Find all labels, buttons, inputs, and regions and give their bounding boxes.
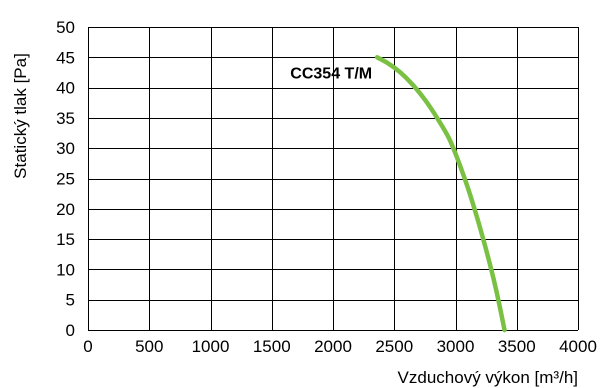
y-tick-label: 40 [56, 79, 75, 98]
y-tick-label: 45 [56, 48, 75, 67]
tick-labels: 0 500 1000 1500 2000 2500 3000 3500 4000 0 5 10 15 20… [56, 18, 597, 356]
y-tick-label: 30 [56, 139, 75, 158]
y-tick-label: 15 [56, 230, 75, 249]
x-tick-label: 500 [135, 337, 163, 356]
x-tick-label: 1500 [253, 337, 291, 356]
y-tick-label: 25 [56, 170, 75, 189]
series-line [374, 55, 507, 333]
x-tick-label: 0 [83, 337, 92, 356]
x-tick-label: 4000 [559, 337, 597, 356]
x-tick-label: 3500 [498, 337, 536, 356]
x-axis-title: Vzduchový výkon [m³/h] [398, 368, 578, 387]
y-tick-label: 0 [66, 321, 75, 340]
x-tick-label: 2000 [314, 337, 352, 356]
series-layer: CC354 T/M [290, 55, 507, 333]
series-label: CC354 T/M [290, 65, 372, 82]
y-tick-label: 35 [56, 109, 75, 128]
x-tick-label: 2500 [375, 337, 413, 356]
y-tick-label: 10 [56, 260, 75, 279]
y-tick-label: 50 [56, 18, 75, 37]
y-tick-label: 5 [66, 291, 75, 310]
x-tick-label: 1000 [192, 337, 230, 356]
x-tick-label: 3000 [437, 337, 475, 356]
y-axis-title: Statický tlak [Pa] [11, 53, 30, 179]
grid [88, 27, 579, 331]
y-tick-label: 20 [56, 200, 75, 219]
